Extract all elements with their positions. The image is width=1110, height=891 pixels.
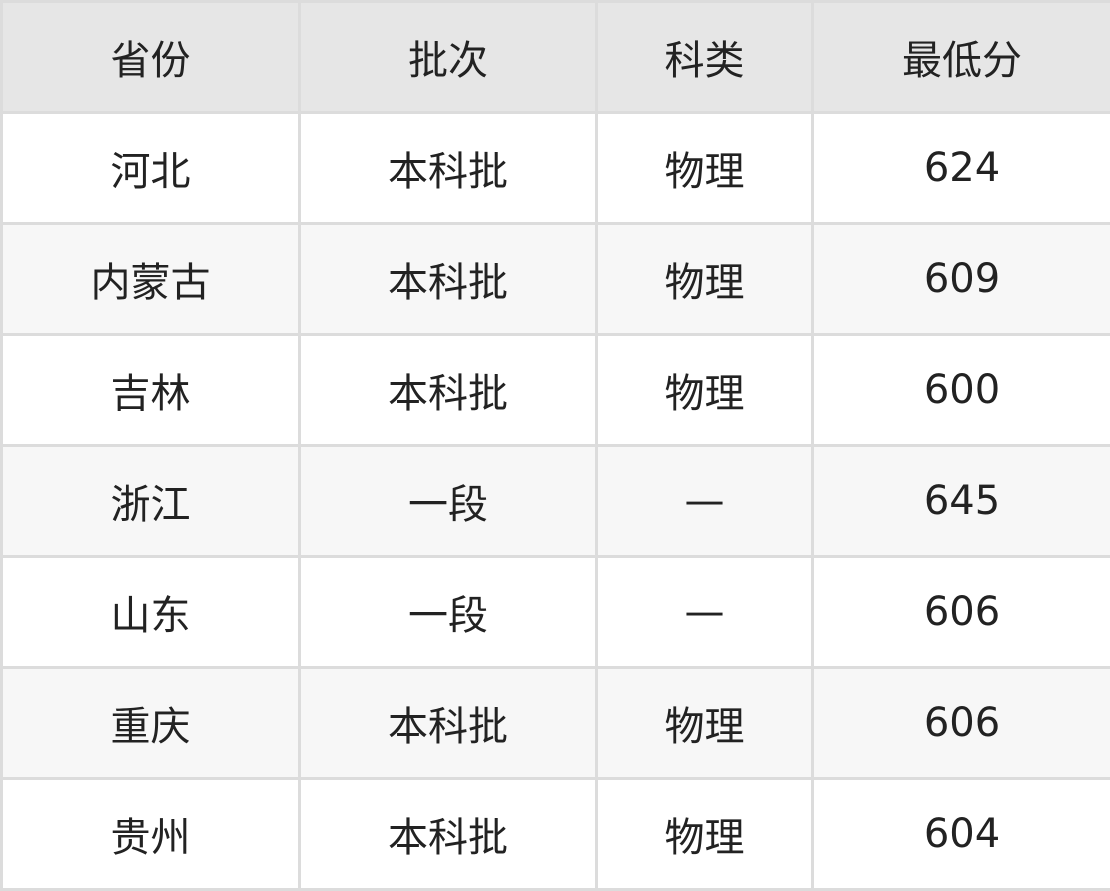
cell-min-score: 606 (811, 555, 1110, 669)
cell-batch: 本科批 (298, 111, 598, 225)
cell-batch: 一段 (298, 444, 598, 558)
cell-min-score: 624 (811, 111, 1110, 225)
cell-province: 贵州 (0, 777, 301, 891)
cell-province: 吉林 (0, 333, 301, 447)
cell-subject: 物理 (595, 111, 814, 225)
header-subject: 科类 (595, 0, 814, 114)
table-row: 山东 一段 —606 (0, 555, 1110, 669)
table-row: 重庆 本科批 物理 606 (0, 666, 1110, 780)
cell-province: 内蒙古 (0, 222, 301, 336)
cell-province: 河北 (0, 111, 301, 225)
cell-province: 山东 (0, 555, 301, 669)
cell-subject: 物理 (595, 333, 814, 447)
table-row: 吉林 本科批 物理 600 (0, 333, 1110, 447)
cell-batch: 本科批 (298, 777, 598, 891)
cell-min-score: 606 (811, 666, 1110, 780)
cell-subject: — (595, 444, 814, 558)
table-row: 浙江 一段 —645 (0, 444, 1110, 558)
cell-subject: 物理 (595, 666, 814, 780)
cell-province: 重庆 (0, 666, 301, 780)
table-row: 贵州 本科批 物理 604 (0, 777, 1110, 891)
cell-min-score: 604 (811, 777, 1110, 891)
cell-subject: 物理 (595, 777, 814, 891)
cell-subject: — (595, 555, 814, 669)
header-row: 省份 批次 科类 最低分 (0, 0, 1110, 114)
table-row: 河北 本科批 物理 624 (0, 111, 1110, 225)
cell-batch: 本科批 (298, 333, 598, 447)
cell-min-score: 645 (811, 444, 1110, 558)
header-min-score: 最低分 (811, 0, 1110, 114)
header-batch: 批次 (298, 0, 598, 114)
cell-batch: 本科批 (298, 222, 598, 336)
cell-batch: 本科批 (298, 666, 598, 780)
cell-province: 浙江 (0, 444, 301, 558)
cell-batch: 一段 (298, 555, 598, 669)
cell-min-score: 609 (811, 222, 1110, 336)
cell-subject: 物理 (595, 222, 814, 336)
header-province: 省份 (0, 0, 301, 114)
cell-min-score: 600 (811, 333, 1110, 447)
table-row: 内蒙古 本科批 物理 609 (0, 222, 1110, 336)
